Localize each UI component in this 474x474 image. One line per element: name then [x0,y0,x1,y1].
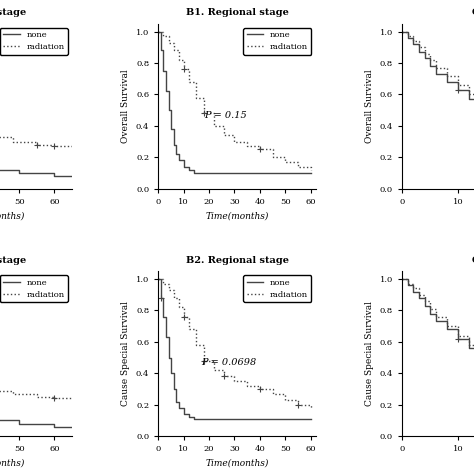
Title: alized stage: alized stage [0,256,26,265]
Legend: none, radiation: none, radiation [0,28,68,55]
Y-axis label: Cause Special Survival: Cause Special Survival [121,301,130,406]
Legend: none, radiation: none, radiation [0,275,68,302]
Title: C1.: C1. [472,9,474,18]
Legend: none, radiation: none, radiation [243,28,311,55]
Title: C2.: C2. [472,256,474,265]
X-axis label: Time(months): Time(months) [0,459,25,468]
X-axis label: Time(months): Time(months) [205,211,269,220]
X-axis label: Time(months): Time(months) [205,459,269,468]
Title: B2. Regional stage: B2. Regional stage [185,256,289,265]
Title: B1. Regional stage: B1. Regional stage [185,9,289,18]
Y-axis label: Overall Survival: Overall Survival [365,69,374,143]
Y-axis label: Cause Special Survival: Cause Special Survival [365,301,374,406]
Text: P = 0.0698: P = 0.0698 [201,358,257,367]
Legend: none, radiation: none, radiation [243,275,311,302]
Y-axis label: Overall Survival: Overall Survival [121,69,130,143]
Title: alized stage: alized stage [0,9,26,18]
Text: P = 0.15: P = 0.15 [204,111,247,120]
X-axis label: Time(months): Time(months) [0,211,25,220]
